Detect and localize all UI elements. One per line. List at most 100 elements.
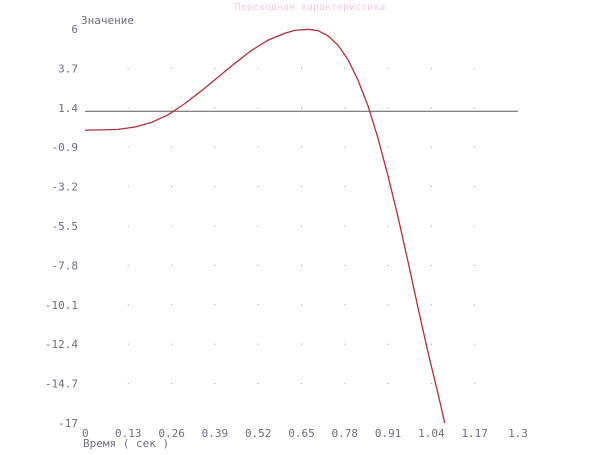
chart-title: Переходная характеристика: [235, 2, 386, 13]
grid-dot: [301, 146, 302, 148]
grid-dot: [127, 225, 129, 227]
grid-dot: [257, 304, 259, 306]
x-tick-label: 0.91: [375, 427, 402, 440]
x-tick-label: 1.3: [508, 427, 528, 440]
x-tick-label: 0.78: [332, 427, 359, 440]
grid-dot: [474, 225, 476, 227]
grid-dot: [387, 383, 389, 385]
grid-dot: [387, 186, 389, 188]
grid-dot: [344, 107, 346, 109]
grid-dot: [127, 186, 129, 188]
grid-dot: [344, 225, 346, 227]
grid-dot: [257, 343, 259, 345]
grid-dot: [257, 107, 259, 109]
grid-dot: [257, 186, 259, 188]
grid-dot: [127, 146, 129, 148]
grid-dot: [301, 67, 302, 69]
grid-dot: [344, 67, 346, 69]
grid: [127, 67, 476, 385]
grid-dot: [387, 146, 389, 148]
grid-dot: [127, 304, 129, 306]
grid-dot: [430, 264, 432, 266]
x-tick-label: 0.39: [202, 427, 229, 440]
grid-dot: [257, 146, 259, 148]
grid-dot: [344, 343, 346, 345]
grid-dot: [430, 186, 432, 188]
grid-dot: [430, 67, 432, 69]
grid-dot: [474, 186, 476, 188]
grid-dot: [387, 264, 389, 266]
grid-dot: [344, 304, 346, 306]
y-axis-title: Значение: [81, 14, 134, 27]
y-tick-label: 3.7: [58, 62, 78, 75]
grid-dot: [387, 107, 389, 109]
grid-dot: [171, 383, 173, 385]
grid-dot: [474, 67, 476, 69]
y-tick-label: -3.2: [52, 181, 79, 194]
grid-dot: [257, 225, 259, 227]
grid-dot: [344, 186, 346, 188]
grid-dot: [214, 107, 216, 109]
grid-dot: [430, 304, 432, 306]
y-tick-label: -17: [58, 417, 78, 430]
grid-dot: [344, 264, 346, 266]
y-tick-label: -12.4: [45, 338, 78, 351]
grid-dot: [214, 383, 216, 385]
y-tick-label: -10.1: [45, 299, 78, 312]
grid-dot: [171, 225, 173, 227]
grid-dot: [171, 264, 173, 266]
grid-dot: [171, 186, 173, 188]
grid-dot: [171, 343, 173, 345]
grid-dot: [474, 343, 476, 345]
grid-dot: [301, 107, 302, 109]
grid-dot: [127, 67, 129, 69]
y-tick-labels: 6 3.7 1.4 -0.9 -3.2 -5.5 -7.8 -10.1 -12.4 -14.7 -1…: [45, 23, 78, 430]
grid-dot: [474, 107, 476, 109]
grid-dot: [474, 146, 476, 148]
grid-dot: [387, 225, 389, 227]
grid-dot: [387, 304, 389, 306]
grid-dot: [344, 383, 346, 385]
y-tick-label: -7.8: [52, 259, 79, 272]
grid-dot: [214, 146, 216, 148]
x-tick-label: 0.13: [115, 427, 142, 440]
y-tick-label: -14.7: [45, 378, 78, 391]
grid-dot: [214, 186, 216, 188]
x-tick-label: 0.65: [288, 427, 315, 440]
grid-dot: [301, 383, 302, 385]
grid-dot: [430, 107, 432, 109]
grid-dot: [344, 146, 346, 148]
x-tick-label: 0.52: [245, 427, 272, 440]
grid-dot: [387, 67, 389, 69]
x-axis-title: Время ( сек ): [83, 437, 169, 450]
x-tick-labels: 0 0.13 0.26 0.39 0.52 0.65 0.78 0.91 1.04 1.17 1.3: [82, 427, 528, 440]
x-tick-label: 0.26: [158, 427, 185, 440]
grid-dot: [214, 304, 216, 306]
grid-dot: [474, 264, 476, 266]
grid-dot: [430, 343, 432, 345]
grid-dot: [214, 67, 216, 69]
grid-dot: [127, 343, 129, 345]
grid-dot: [474, 383, 476, 385]
grid-dot: [301, 225, 302, 227]
grid-dot: [171, 67, 173, 69]
grid-dot: [430, 383, 432, 385]
grid-dot: [171, 146, 173, 148]
grid-dot: [257, 264, 259, 266]
grid-dot: [301, 304, 302, 306]
grid-dot: [430, 146, 432, 148]
grid-dot: [301, 264, 302, 266]
y-tick-label: -0.9: [52, 141, 79, 154]
grid-dot: [430, 225, 432, 227]
grid-dot: [127, 383, 129, 385]
grid-dot: [387, 343, 389, 345]
y-tick-label: -5.5: [52, 220, 79, 233]
y-tick-label: 6: [71, 23, 78, 36]
grid-dot: [171, 304, 173, 306]
grid-dot: [257, 67, 259, 69]
grid-dot: [257, 383, 259, 385]
grid-dot: [171, 107, 173, 109]
x-tick-label: 1.17: [461, 427, 488, 440]
